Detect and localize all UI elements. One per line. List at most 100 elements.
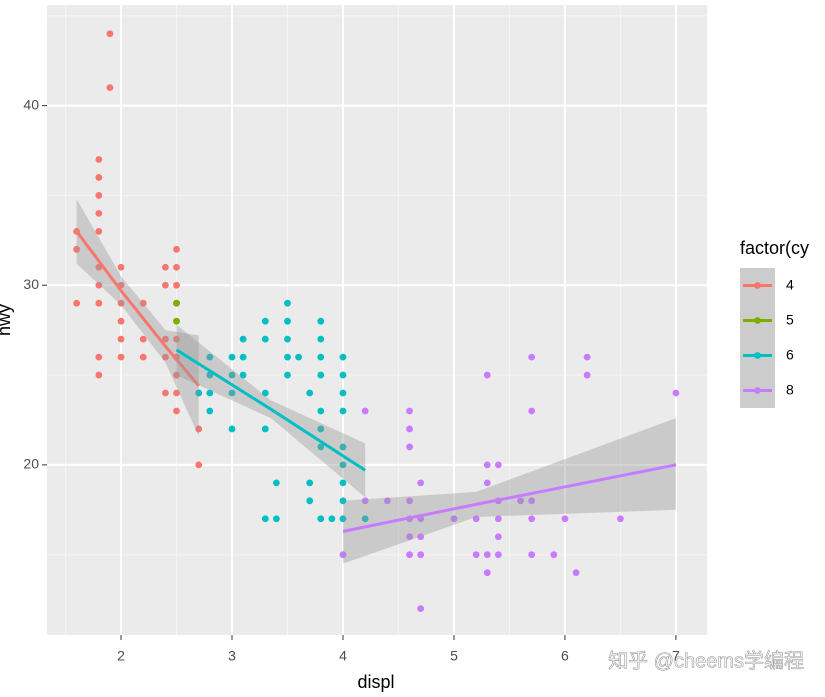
point: [328, 515, 336, 523]
point: [528, 353, 536, 361]
point: [284, 317, 291, 325]
point: [195, 425, 203, 433]
marks: [73, 30, 680, 612]
point: [284, 371, 291, 379]
point: [239, 371, 247, 379]
point: [517, 497, 524, 505]
y-tick-label: 30: [23, 276, 39, 292]
point: [95, 209, 103, 217]
point: [106, 30, 114, 38]
point: [561, 515, 569, 523]
point: [317, 515, 325, 523]
point: [206, 389, 214, 397]
x-tick-label: 7: [672, 648, 680, 664]
confidence-band: [176, 324, 366, 498]
legend-title: factor(cy: [740, 238, 809, 258]
point: [284, 353, 291, 361]
point: [339, 461, 347, 469]
point: [417, 605, 425, 612]
point: [272, 515, 280, 523]
point: [306, 479, 314, 487]
legend-point: [754, 317, 761, 324]
panel: [47, 5, 707, 635]
point: [95, 371, 103, 379]
point: [417, 479, 425, 487]
y-tick-label: 20: [23, 456, 39, 472]
x-tick-label: 5: [450, 648, 458, 664]
point: [173, 389, 180, 397]
point: [173, 281, 180, 289]
point: [672, 389, 680, 397]
point: [261, 317, 269, 325]
x-tick-label: 4: [339, 648, 347, 664]
point: [173, 299, 180, 307]
point: [95, 156, 103, 163]
point: [106, 84, 114, 92]
point: [528, 551, 536, 559]
point: [572, 569, 580, 577]
point: [272, 479, 280, 487]
point: [173, 335, 180, 343]
point: [472, 551, 480, 559]
point: [383, 497, 391, 505]
point: [317, 335, 325, 343]
point: [317, 353, 325, 361]
point: [472, 515, 480, 523]
point: [228, 425, 236, 433]
point: [173, 245, 180, 253]
x-tick-label: 3: [228, 648, 236, 664]
point: [361, 515, 369, 523]
fit-line: [75, 230, 200, 387]
point: [339, 371, 347, 379]
point: [173, 371, 180, 379]
point: [317, 407, 325, 415]
point: [162, 389, 169, 397]
point: [317, 317, 325, 325]
point: [95, 174, 103, 181]
point: [361, 497, 369, 505]
point: [117, 335, 125, 343]
point: [583, 353, 591, 361]
point: [406, 533, 413, 541]
confidence-band: [342, 418, 676, 564]
point: [406, 407, 413, 415]
point: [228, 371, 236, 379]
point: [417, 551, 425, 559]
legend-point: [754, 352, 761, 359]
x-axis-title: displ: [357, 672, 394, 692]
point: [306, 389, 314, 397]
point: [117, 299, 125, 307]
point: [162, 335, 169, 343]
point: [450, 515, 458, 523]
x-tick-label: 2: [117, 648, 125, 664]
point: [406, 425, 413, 433]
point: [139, 299, 147, 307]
point: [239, 353, 247, 361]
point: [317, 443, 325, 451]
point: [494, 515, 502, 523]
point: [73, 299, 81, 307]
point: [228, 353, 236, 361]
point: [406, 497, 413, 505]
point: [306, 497, 314, 505]
point: [284, 335, 291, 343]
point: [162, 281, 169, 289]
point: [339, 407, 347, 415]
point: [239, 335, 247, 343]
point: [139, 335, 147, 343]
point: [117, 317, 125, 325]
point: [95, 227, 103, 235]
point: [483, 371, 491, 379]
confidence-band: [76, 199, 199, 437]
point: [417, 533, 425, 541]
legend-point: [754, 282, 761, 289]
point: [617, 515, 624, 523]
x-tick-label: 6: [561, 648, 569, 664]
point: [117, 353, 125, 361]
point: [583, 371, 591, 379]
point: [261, 389, 269, 397]
point: [173, 317, 180, 325]
point: [206, 407, 214, 415]
point: [339, 443, 347, 451]
